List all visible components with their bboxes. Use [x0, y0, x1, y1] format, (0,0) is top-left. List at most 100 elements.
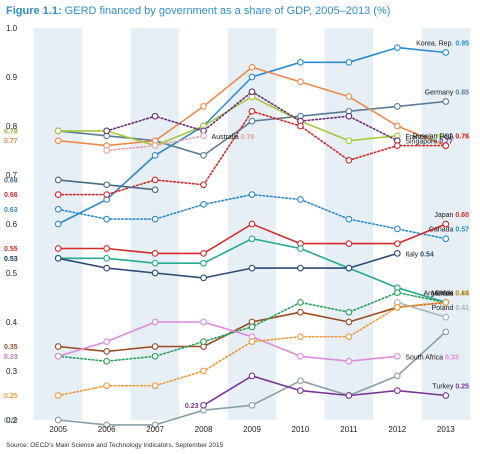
data-point [393, 225, 401, 233]
series-end-value: 0.54 [420, 251, 434, 258]
data-point [297, 308, 304, 316]
y-tick-label: 0.4 [6, 318, 18, 327]
start-value-label: 0.79 [4, 128, 18, 135]
data-point [248, 73, 256, 81]
series-line [396, 301, 447, 318]
y-tick-label: 0.7 [6, 171, 18, 180]
series-line [57, 252, 399, 279]
data-point [345, 308, 353, 316]
data-point [248, 338, 256, 345]
data-point [442, 49, 450, 56]
data-point [297, 264, 304, 272]
data-point [345, 392, 353, 399]
data-point [297, 299, 304, 306]
series-line [57, 321, 399, 363]
series-end-label: France 0.78 [405, 134, 442, 141]
data-point [442, 313, 450, 321]
data-point [200, 318, 207, 326]
series-end-value: 0.60 [455, 212, 469, 219]
series-name: Germany [425, 90, 456, 97]
data-point [200, 103, 207, 110]
series-name: South Africa [405, 354, 445, 361]
chart-title: Figure 1.1: GERD financed by government … [6, 5, 390, 17]
data-point [393, 122, 401, 130]
data-point [151, 382, 159, 390]
series-name: Singapore [405, 139, 439, 146]
data-point [248, 88, 256, 96]
start-value-label: 0.23 [185, 403, 199, 410]
y-tick-label: 0.5 [6, 269, 18, 278]
data-point [248, 117, 256, 125]
data-point [103, 191, 111, 198]
series-end-label: Mexico 0.38 [431, 290, 469, 297]
data-point [248, 323, 256, 331]
data-point [393, 250, 401, 257]
series-end-label: Canada 0.57 [429, 227, 469, 234]
data-point [103, 382, 111, 390]
series-name: France [405, 134, 429, 141]
data-point [393, 387, 401, 394]
series-name: Canada [429, 227, 455, 234]
data-point [54, 392, 62, 399]
start-value-label: 0.33 [4, 354, 18, 361]
data-point [297, 196, 304, 203]
series-name: USA [439, 134, 455, 141]
data-point [393, 142, 401, 149]
x-tick-label: 2012 [388, 425, 406, 434]
data-point [345, 318, 353, 326]
data-point [248, 372, 256, 380]
data-point [54, 176, 62, 184]
data-point [200, 274, 207, 282]
data-point [54, 220, 62, 228]
data-point [393, 240, 401, 247]
data-point [54, 254, 62, 262]
data-point [297, 387, 304, 394]
series-name: Japan [434, 212, 455, 219]
axis-ticks: 0.2 0.3 0.4 0.5 0.6 0.7 0.8 0.9 1.0 2005 2006 2007 2… [6, 24, 455, 434]
data-point [297, 58, 304, 66]
grid-band [130, 28, 180, 420]
data-point [297, 122, 304, 130]
x-tick-label: 2009 [243, 425, 261, 434]
start-value-label: 0.53 [4, 256, 18, 263]
data-point [151, 343, 159, 350]
data-point [345, 58, 353, 66]
data-point [442, 220, 450, 228]
x-tick-label: 2006 [98, 425, 116, 434]
data-point [103, 127, 111, 135]
start-value-label: 0.25 [4, 393, 18, 400]
data-point [151, 215, 159, 223]
data-point [442, 98, 450, 105]
data-point [345, 357, 353, 365]
series-end-value: 0.76 [455, 134, 469, 141]
start-value-label: 0.55 [4, 246, 18, 253]
data-point [297, 78, 304, 86]
series-name: Russian Fed. [412, 134, 455, 141]
data-point [54, 352, 62, 360]
data-point [200, 201, 207, 208]
data-point [248, 235, 256, 243]
data-point [297, 377, 304, 385]
series-end-value: 0.78 [429, 134, 443, 141]
start-value-label: 0.69 [4, 177, 18, 184]
series-line [202, 375, 447, 407]
data-point [200, 367, 207, 375]
data-point [200, 132, 207, 140]
data-point [54, 205, 62, 213]
series-end-value: 0.78 [241, 134, 255, 141]
series-name: Australia [212, 134, 241, 141]
data-point [151, 152, 159, 159]
data-point [103, 348, 111, 355]
series-end-label: Italy 0.54 [405, 251, 434, 258]
x-tick-label: 2013 [437, 425, 455, 434]
data-point [54, 343, 62, 350]
data-point [151, 186, 159, 194]
y-tick-label: 0.2 [6, 416, 18, 425]
series-name: Italy [405, 251, 420, 258]
start-value-label: 0.20 [4, 418, 18, 425]
series-end-label: China 0.44 [435, 290, 469, 297]
y-tick-label: 0.6 [6, 220, 18, 229]
data-point [103, 264, 111, 272]
series-end-value: 0.44 [455, 290, 469, 297]
